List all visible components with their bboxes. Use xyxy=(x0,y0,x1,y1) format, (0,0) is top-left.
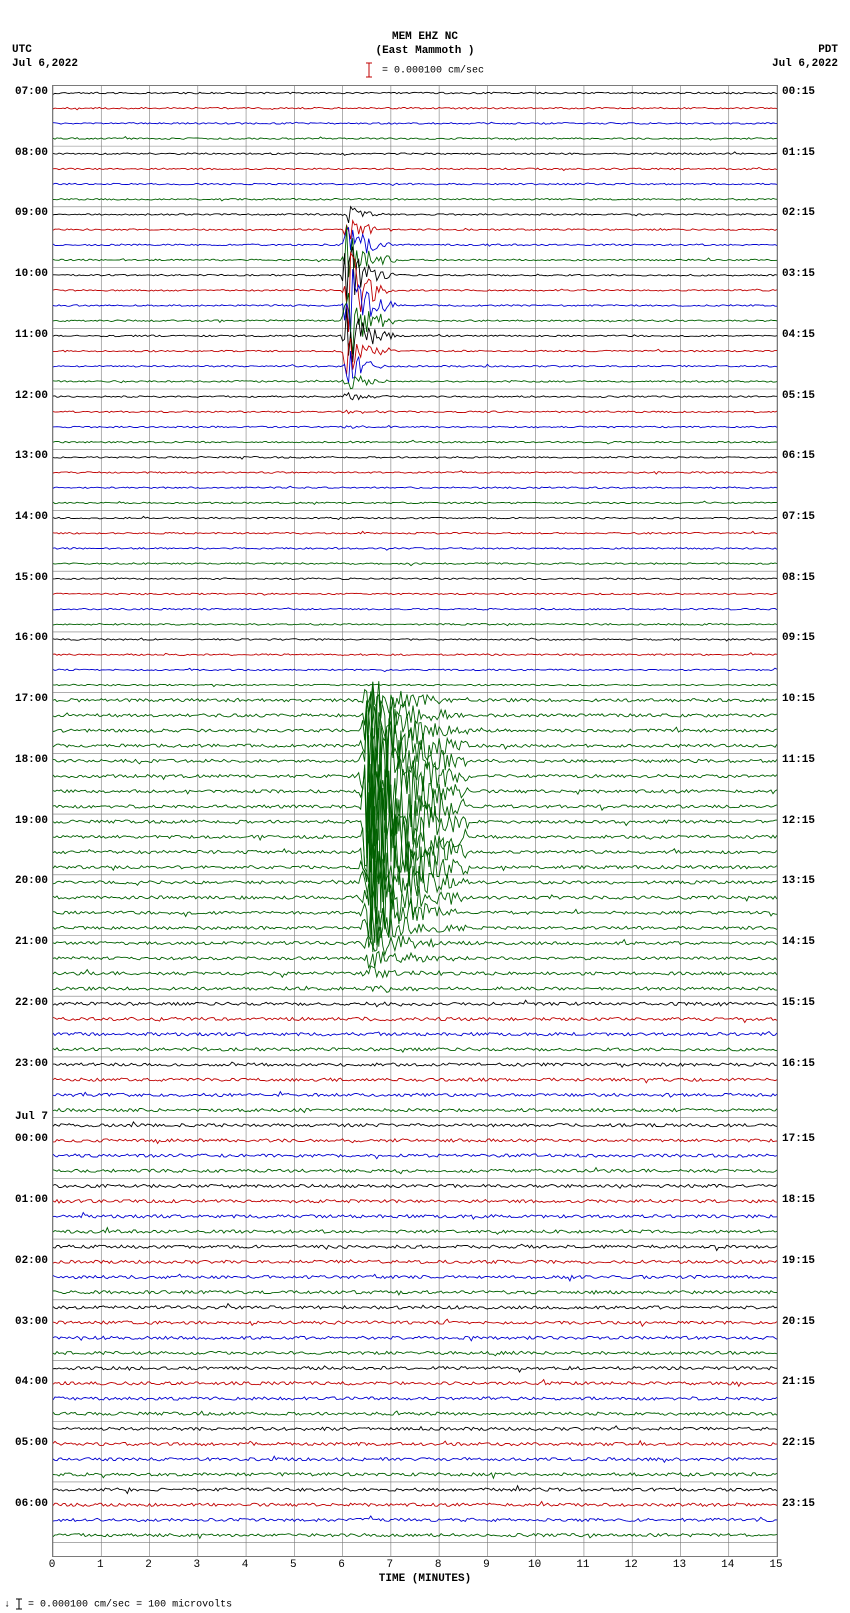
page-root: MEM EHZ NC (East Mammoth ) = 0.000100 cm… xyxy=(0,0,850,1613)
right-hour-label: 05:15 xyxy=(782,391,815,402)
x-tick-label: 3 xyxy=(193,1559,200,1571)
left-hour-label: 12:00 xyxy=(15,391,48,402)
x-axis-title: TIME (MINUTES) xyxy=(0,1573,850,1585)
left-hour-label: 06:00 xyxy=(15,1499,48,1510)
title-block: MEM EHZ NC (East Mammoth ) xyxy=(0,30,850,58)
x-tick-label: 6 xyxy=(338,1559,345,1571)
right-hour-label: 08:15 xyxy=(782,573,815,584)
footer-scale: ↓ = 0.000100 cm/sec = 100 microvolts xyxy=(4,1598,232,1611)
left-hour-label: 09:00 xyxy=(15,208,48,219)
seismogram-svg xyxy=(53,86,777,1556)
x-tick-label: 11 xyxy=(576,1559,589,1571)
left-hour-label: 00:00 xyxy=(15,1134,48,1145)
left-hour-label: 11:00 xyxy=(15,330,48,341)
right-hour-label: 04:15 xyxy=(782,330,815,341)
x-tick-label: 2 xyxy=(145,1559,152,1571)
mid-date-label: Jul 7 xyxy=(15,1111,48,1123)
title-line-2: (East Mammoth ) xyxy=(0,44,850,58)
right-hour-label: 12:15 xyxy=(782,816,815,827)
x-tick-label: 14 xyxy=(721,1559,734,1571)
title-line-1: MEM EHZ NC xyxy=(0,30,850,44)
right-hour-label: 11:15 xyxy=(782,755,815,766)
left-hour-label: 17:00 xyxy=(15,694,48,705)
left-hour-label: 22:00 xyxy=(15,998,48,1009)
right-hour-label: 21:15 xyxy=(782,1377,815,1388)
date-left-label: Jul 6,2022 xyxy=(12,58,78,70)
right-hour-label: 02:15 xyxy=(782,208,815,219)
left-hour-label: 08:00 xyxy=(15,148,48,159)
right-hour-label: 22:15 xyxy=(782,1438,815,1449)
right-hour-label: 17:15 xyxy=(782,1134,815,1145)
tz-right-label: PDT xyxy=(818,44,838,56)
left-hour-label: 01:00 xyxy=(15,1195,48,1206)
right-axis-labels: 00:15 01:15 02:15 03:15 04:15 05:15 06:15 07:15… xyxy=(780,85,846,1557)
x-tick-label: 1 xyxy=(97,1559,104,1571)
left-hour-label: 05:00 xyxy=(15,1438,48,1449)
right-hour-label: 07:15 xyxy=(782,512,815,523)
x-tick-label: 0 xyxy=(49,1559,56,1571)
x-tick-label: 13 xyxy=(673,1559,686,1571)
right-hour-label: 01:15 xyxy=(782,148,815,159)
seismogram-plot xyxy=(52,85,778,1557)
right-hour-label: 23:15 xyxy=(782,1499,815,1510)
x-tick-label: 15 xyxy=(769,1559,782,1571)
left-hour-label: 15:00 xyxy=(15,573,48,584)
right-hour-label: 20:15 xyxy=(782,1317,815,1328)
tz-left-label: UTC xyxy=(12,44,32,56)
right-hour-label: 03:15 xyxy=(782,269,815,280)
date-right-label: Jul 6,2022 xyxy=(772,58,838,70)
right-hour-label: 00:15 xyxy=(782,87,815,98)
left-hour-label: 23:00 xyxy=(15,1059,48,1070)
left-hour-label: 19:00 xyxy=(15,816,48,827)
right-hour-label: 06:15 xyxy=(782,451,815,462)
right-hour-label: 19:15 xyxy=(782,1256,815,1267)
right-hour-label: 14:15 xyxy=(782,937,815,948)
scale-bar-icon xyxy=(366,62,372,78)
left-hour-label: 10:00 xyxy=(15,269,48,280)
left-hour-label: 07:00 xyxy=(15,87,48,98)
footer-bar-icon xyxy=(16,1598,22,1610)
right-hour-label: 13:15 xyxy=(782,876,815,887)
x-tick-label: 4 xyxy=(242,1559,249,1571)
x-tick-label: 12 xyxy=(625,1559,638,1571)
left-axis-labels: 07:00 08:00 09:00 10:00 11:00 12:00 13:00 14:00… xyxy=(4,85,50,1557)
right-hour-label: 18:15 xyxy=(782,1195,815,1206)
right-hour-label: 09:15 xyxy=(782,633,815,644)
left-hour-label: 16:00 xyxy=(15,633,48,644)
right-hour-label: 15:15 xyxy=(782,998,815,1009)
x-tick-label: 9 xyxy=(483,1559,490,1571)
left-hour-label: 21:00 xyxy=(15,937,48,948)
x-tick-label: 10 xyxy=(528,1559,541,1571)
x-tick-label: 5 xyxy=(290,1559,297,1571)
x-tick-label: 8 xyxy=(435,1559,442,1571)
footer-prefix-icon: ↓ xyxy=(4,1600,10,1611)
x-tick-label: 7 xyxy=(387,1559,394,1571)
left-hour-label: 13:00 xyxy=(15,451,48,462)
left-hour-label: 18:00 xyxy=(15,755,48,766)
right-hour-label: 16:15 xyxy=(782,1059,815,1070)
left-hour-label: 14:00 xyxy=(15,512,48,523)
left-hour-label: 20:00 xyxy=(15,876,48,887)
scale-indicator: = 0.000100 cm/sec xyxy=(0,62,850,78)
left-hour-label: 04:00 xyxy=(15,1377,48,1388)
left-hour-label: 02:00 xyxy=(15,1256,48,1267)
scale-text: = 0.000100 cm/sec xyxy=(382,66,484,77)
right-hour-label: 10:15 xyxy=(782,694,815,705)
left-hour-label: 03:00 xyxy=(15,1317,48,1328)
footer-text: = 0.000100 cm/sec = 100 microvolts xyxy=(28,1600,232,1611)
